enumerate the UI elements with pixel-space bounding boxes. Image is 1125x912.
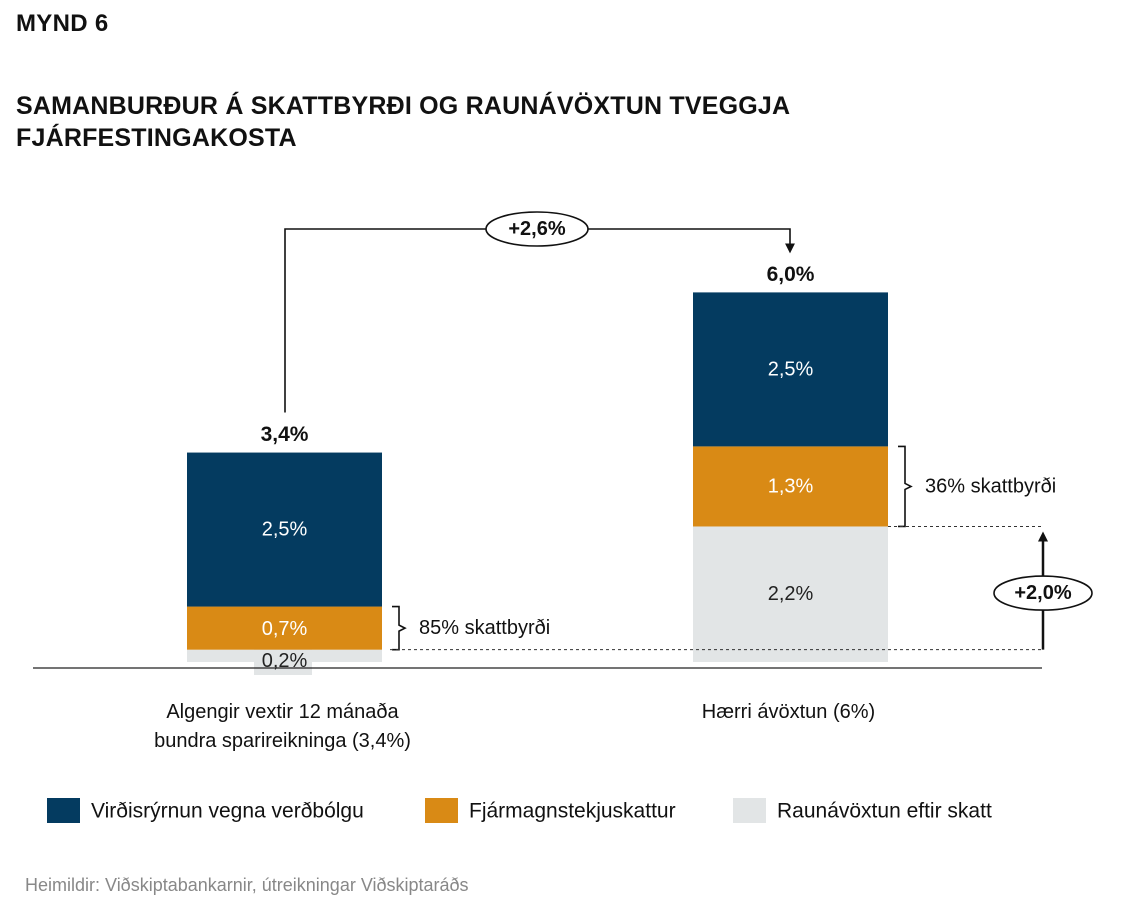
category-label: bundra sparireikninga (3,4%) [154, 730, 411, 752]
bar-segment-inflation [187, 452, 382, 607]
chart-title: SAMANBURÐUR Á SKATTBYRÐI OG RAUNÁVÖXTUN … [16, 92, 790, 152]
real-return-diff-badge [993, 575, 1093, 611]
tax-brace [898, 445, 913, 528]
data-label: 2,5% [768, 358, 814, 380]
total-diff-label: +2,6% [508, 218, 565, 240]
legend-label: Fjármagnstekjuskattur [469, 800, 676, 823]
tax-burden-label: 85% skattbyrði [419, 617, 550, 639]
category-label: Hærri ávöxtun (6%) [702, 701, 875, 723]
legend-label: Raunávöxtun eftir skatt [777, 800, 992, 823]
total-diff-badge [485, 211, 589, 247]
bar-segment-tax [187, 606, 382, 650]
source-note: Heimildir: Viðskiptabankarnir, útreiknin… [25, 875, 469, 895]
legend-swatch [425, 798, 458, 823]
tax-burden-label: 36% skattbyrði [925, 475, 1056, 497]
bar-segment-tax [693, 446, 888, 527]
total-label: 3,4% [261, 423, 309, 446]
total-label: 6,0% [767, 263, 815, 286]
data-label-bg [254, 647, 312, 675]
tax-brace [392, 605, 407, 651]
data-label: 0,7% [262, 618, 308, 640]
real-return-diff-label: +2,0% [1014, 582, 1071, 604]
data-label: 1,3% [768, 475, 814, 497]
bar-segment-real-return [693, 526, 888, 662]
data-label: 0,2% [262, 650, 308, 672]
figure-label: MYND 6 [16, 10, 109, 37]
data-label: 2,2% [768, 583, 814, 605]
data-label: 2,5% [262, 519, 308, 541]
legend-label: Virðisrýrnun vegna verðbólgu [91, 800, 364, 823]
legend-swatch [733, 798, 766, 823]
legend-swatch [47, 798, 80, 823]
bar-segment-inflation [693, 292, 888, 447]
category-label: Algengir vextir 12 mánaða [166, 701, 399, 723]
